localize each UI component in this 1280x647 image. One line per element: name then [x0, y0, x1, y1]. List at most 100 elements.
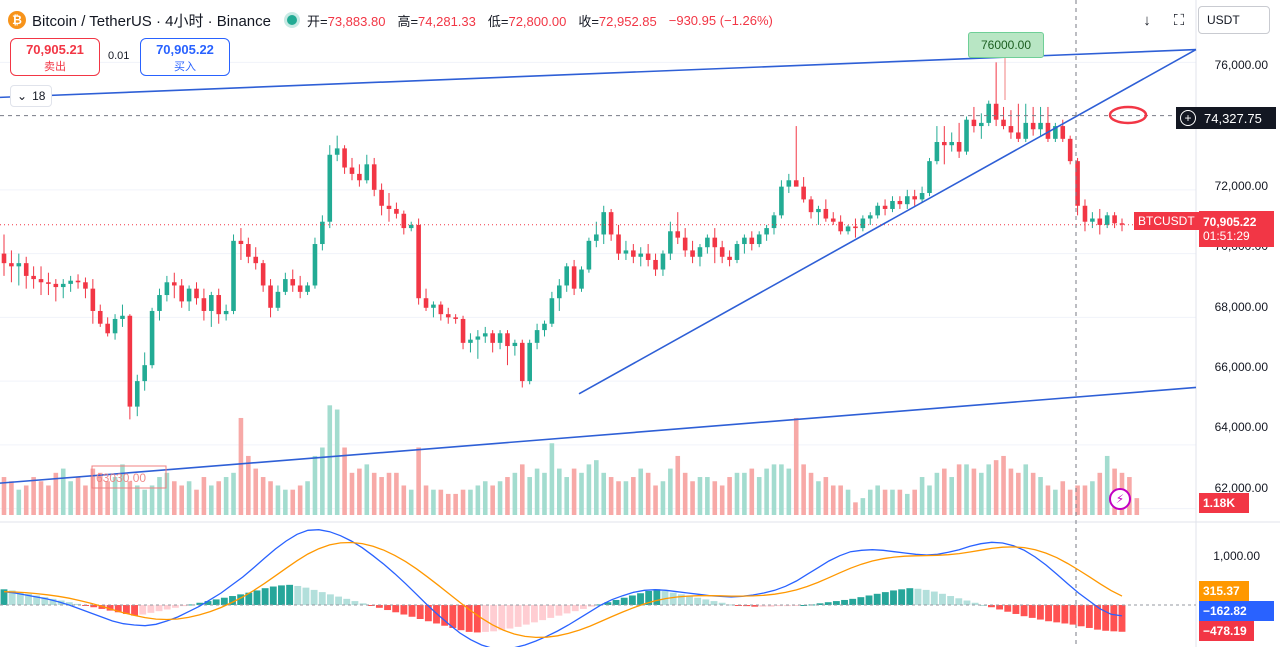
volume-bar	[23, 485, 29, 515]
macd-hist-bar	[890, 590, 897, 605]
macd-hist-bar	[204, 601, 212, 605]
candle-body	[408, 224, 414, 229]
volume-bar	[971, 468, 977, 515]
candle-body	[386, 205, 392, 209]
candle-body	[564, 266, 569, 286]
volume-bar	[719, 485, 725, 515]
macd-hist-bar	[237, 594, 245, 605]
macd-hist-bar	[163, 605, 171, 610]
symbol-title[interactable]: Bitcoin / TetherUS · 4小时 · Binance	[32, 12, 271, 30]
volume-bar	[682, 472, 688, 515]
macd-hist-bar	[220, 597, 228, 605]
candle-body	[808, 199, 814, 213]
macd-hist-bar	[743, 605, 751, 607]
high-price-label[interactable]: 76000.00	[968, 32, 1044, 58]
ohlc-close: 收=72,952.85	[578, 13, 657, 29]
macd-hist-bar	[286, 584, 294, 605]
macd-hist-bar	[212, 599, 220, 605]
candle-body	[134, 381, 140, 407]
indicators-count: 18	[32, 89, 46, 103]
candle-body	[964, 119, 969, 152]
volume-bar	[979, 472, 984, 515]
macd-hist-bar	[686, 596, 693, 605]
candle-body	[142, 365, 147, 382]
macd-hist-bar	[269, 586, 277, 605]
macd-hist-bar	[751, 605, 759, 607]
volume-bar	[801, 464, 806, 515]
candle-body	[1016, 132, 1021, 139]
plus-circle-icon[interactable]: +	[1180, 110, 1196, 126]
candle-body	[616, 234, 621, 254]
volume-bar	[653, 485, 658, 515]
macd-hist-bar	[392, 605, 400, 613]
macd-hist-bar	[1004, 605, 1012, 612]
macd-hist-bar	[351, 601, 359, 605]
candle-body	[793, 180, 799, 187]
macd-hist-bar	[653, 589, 661, 605]
volume-bar	[779, 464, 784, 515]
buy-button[interactable]: 70,905.22 买入	[140, 38, 230, 76]
sell-button[interactable]: 70,905.21 卖出	[10, 38, 100, 76]
ohlc-low: 低=72,800.00	[487, 13, 567, 29]
currency-select[interactable]: USDT	[1198, 6, 1270, 34]
candle-body	[216, 295, 222, 315]
candle-body	[327, 154, 333, 222]
macd-hist-bar	[628, 595, 636, 605]
volume-bar	[482, 481, 488, 515]
symbol-badge: BTCUSDT	[1134, 212, 1199, 230]
macd-hist-bar	[988, 605, 995, 608]
macd-hist-bar	[506, 605, 514, 629]
volume-bar	[142, 489, 147, 515]
candle-body	[653, 259, 658, 270]
volume-bar	[216, 481, 222, 515]
macd-hist-bar	[416, 605, 424, 619]
volume-bar	[475, 485, 481, 515]
signal-line	[3, 541, 1123, 639]
candle-body	[993, 103, 999, 120]
macd-hist-bar	[335, 596, 343, 605]
candle-body	[468, 339, 473, 343]
candle-body	[201, 298, 207, 311]
price-change: −930.95 (−1.26%)	[668, 12, 773, 28]
candle-body	[956, 142, 962, 152]
candle-body	[186, 288, 192, 302]
crosshair-price-tag[interactable]: + 74,327.75	[1176, 107, 1276, 129]
low-price-label[interactable]: 63030.00	[96, 471, 147, 485]
macd-hist-bar	[522, 605, 530, 625]
candle-body	[749, 237, 755, 245]
candle-body	[638, 253, 644, 257]
candle-body	[238, 240, 244, 245]
candle-body	[357, 173, 362, 181]
volume-bar	[246, 455, 251, 515]
volume-bar	[423, 485, 429, 515]
indicators-toggle[interactable]: ⌄ 18	[10, 85, 53, 107]
macd-hist-bar	[841, 599, 848, 605]
lightning-icon[interactable]: ⚡	[1109, 488, 1131, 510]
macd-hist-bar	[996, 605, 1004, 610]
macd-hist-bar	[930, 591, 938, 605]
macd-hist-bar	[441, 605, 449, 626]
candle-body	[779, 186, 784, 216]
macd-hist-bar	[294, 585, 302, 605]
candle-body	[445, 314, 451, 318]
candle-body	[97, 310, 103, 324]
candle-body	[690, 250, 695, 257]
macd-hist-bar	[367, 605, 375, 606]
candle-body	[31, 275, 36, 280]
volume-bar	[75, 477, 81, 515]
volume-bar	[549, 443, 555, 515]
candle-body	[949, 142, 955, 146]
macd-hist-bar	[261, 588, 269, 605]
volume-bar	[949, 477, 955, 515]
macd-axis-label: 1,000.00	[1213, 549, 1260, 563]
volume-bar	[305, 481, 310, 515]
candle-body	[401, 213, 407, 229]
fullscreen-button[interactable]: ⛶	[1166, 8, 1192, 32]
volume-bar	[942, 468, 947, 515]
download-button[interactable]: ↓	[1134, 8, 1160, 32]
macd-hist-bar	[661, 591, 669, 605]
macd-hist-bar	[245, 592, 253, 605]
macd-hist-bar	[865, 595, 873, 605]
bar-countdown: 01:51:29	[1203, 229, 1250, 243]
